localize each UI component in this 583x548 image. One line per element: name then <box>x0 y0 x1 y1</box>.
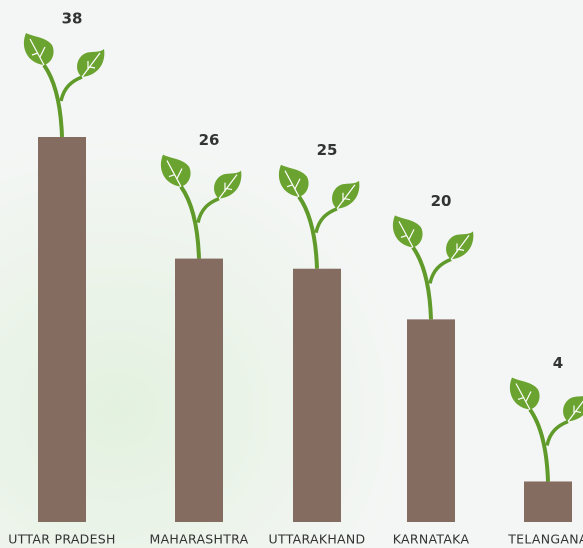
category-label: TELANGANA <box>507 532 583 547</box>
bar <box>38 137 86 522</box>
bar <box>293 268 341 522</box>
bar <box>524 481 572 522</box>
value-label: 20 <box>431 192 452 210</box>
category-label: UTTAR PRADESH <box>8 532 115 547</box>
bar <box>407 319 455 522</box>
value-label: 38 <box>62 10 83 28</box>
value-label: 25 <box>317 141 338 159</box>
value-label: 26 <box>199 131 220 149</box>
value-label: 4 <box>553 354 563 372</box>
category-label: KARNATAKA <box>393 532 470 547</box>
category-label: UTTARAKHAND <box>269 532 366 547</box>
bar <box>175 258 223 522</box>
category-label: MAHARASHTRA <box>149 532 248 547</box>
